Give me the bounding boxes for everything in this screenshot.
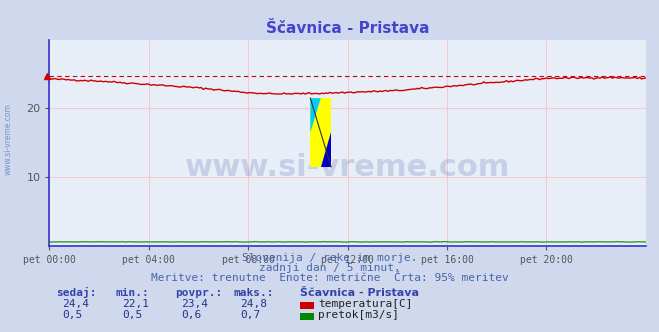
- Title: Ščavnica - Pristava: Ščavnica - Pristava: [266, 21, 430, 36]
- Text: maks.:: maks.:: [234, 288, 274, 298]
- Text: 0,5: 0,5: [122, 310, 142, 320]
- Bar: [310, 98, 331, 167]
- Text: sedaj:: sedaj:: [56, 287, 96, 298]
- Text: 0,5: 0,5: [63, 310, 83, 320]
- Text: 0,6: 0,6: [181, 310, 202, 320]
- Text: povpr.:: povpr.:: [175, 288, 222, 298]
- Text: Slovenija / reke in morje.: Slovenija / reke in morje.: [242, 253, 417, 263]
- Text: Ščavnica - Pristava: Ščavnica - Pristava: [300, 288, 419, 298]
- Text: 24,8: 24,8: [241, 299, 268, 309]
- Text: pretok[m3/s]: pretok[m3/s]: [318, 310, 399, 320]
- Text: 23,4: 23,4: [181, 299, 208, 309]
- Text: temperatura[C]: temperatura[C]: [318, 299, 413, 309]
- Text: 24,4: 24,4: [63, 299, 90, 309]
- Polygon shape: [321, 132, 331, 167]
- Text: 22,1: 22,1: [122, 299, 149, 309]
- Text: 0,7: 0,7: [241, 310, 261, 320]
- Text: min.:: min.:: [115, 288, 149, 298]
- Text: www.si-vreme.com: www.si-vreme.com: [185, 153, 510, 182]
- Text: zadnji dan / 5 minut.: zadnji dan / 5 minut.: [258, 263, 401, 273]
- Text: www.si-vreme.com: www.si-vreme.com: [3, 104, 13, 175]
- Text: Meritve: trenutne  Enote: metrične  Črta: 95% meritev: Meritve: trenutne Enote: metrične Črta: …: [151, 273, 508, 283]
- Polygon shape: [310, 98, 321, 132]
